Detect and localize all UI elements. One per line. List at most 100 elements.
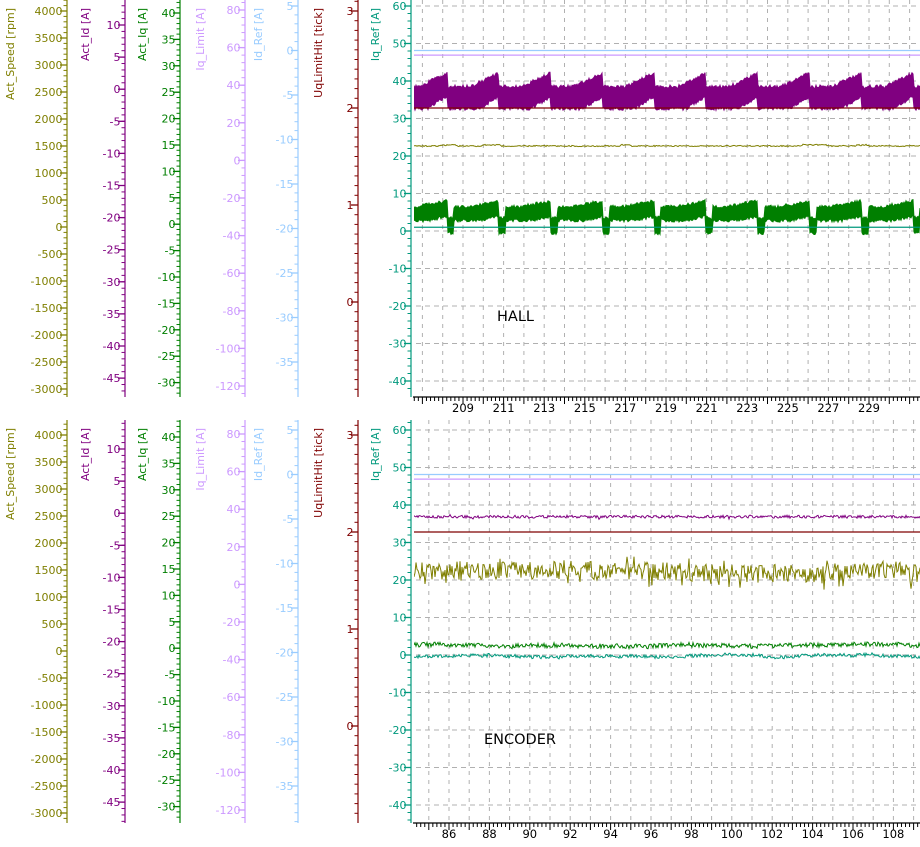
tick-label-Id_Ref: -10 <box>276 134 294 147</box>
tick-label-Act_Id: -10 <box>103 147 121 160</box>
tick-label-Act_Iq: 0 <box>169 642 176 655</box>
tick-label-Act_Iq: -5 <box>165 245 176 258</box>
tick-label-Act_Id: 0 <box>114 83 121 96</box>
trace-Act_Iq <box>414 198 920 237</box>
tick-label-Act_Speed: -1000 <box>31 275 63 288</box>
tick-label-Iq_Limit: -60 <box>223 267 241 280</box>
panel-annotation: ENCODER <box>484 732 556 748</box>
trace-Act_Iq <box>414 640 920 651</box>
tick-label-Act_Id: -30 <box>103 276 121 289</box>
tick-label-Iq_Ref: 60 <box>393 0 407 13</box>
axis-title-Act_Speed: Act_Speed [rpm] <box>4 8 17 100</box>
tick-label-Act_Speed: 2000 <box>35 537 63 550</box>
x-tick-label: 92 <box>563 827 578 841</box>
tick-label-Act_Speed: 2500 <box>35 86 63 99</box>
x-tick-label: 229 <box>858 401 880 415</box>
tick-label-Act_Id: -45 <box>103 796 121 809</box>
tick-label-UqLimitHit: 1 <box>347 623 354 636</box>
tick-label-Act_Id: -5 <box>110 115 121 128</box>
tick-label-Act_Speed: 3000 <box>35 483 63 496</box>
tick-label-Act_Iq: 10 <box>162 165 176 178</box>
tick-label-Act_Speed: -3000 <box>31 807 63 820</box>
tick-label-Act_Id: -10 <box>103 571 121 584</box>
x-tick-label: 94 <box>603 827 618 841</box>
x-tick-label: 88 <box>482 827 497 841</box>
x-tick-label: 90 <box>522 827 537 841</box>
tick-label-Iq_Ref: 0 <box>400 649 407 662</box>
tick-label-Act_Speed: -1500 <box>31 726 63 739</box>
tick-label-Iq_Ref: 50 <box>393 462 407 475</box>
tick-label-Iq_Ref: -20 <box>389 300 407 313</box>
tick-label-Act_Iq: 40 <box>162 7 176 20</box>
tick-label-Id_Ref: -5 <box>283 89 294 102</box>
tick-label-Iq_Ref: 10 <box>393 612 407 625</box>
y-axis-Act_Iq: 40 35 30 25 20 15 10 5 0 -5 -10 -15 -20 -25 -30 Act_Iq … <box>136 420 181 823</box>
tick-label-UqLimitHit: 3 <box>347 429 354 442</box>
tick-label-Act_Id: -20 <box>103 212 121 225</box>
trace-Iq_Ref <box>414 651 920 660</box>
x-tick-label: 223 <box>736 401 758 415</box>
tick-label-Iq_Ref: 10 <box>393 188 407 201</box>
x-tick-label: 217 <box>614 401 636 415</box>
tick-label-Iq_Limit: -40 <box>223 230 241 243</box>
tick-label-Id_Ref: -10 <box>276 558 294 571</box>
tick-label-Act_Id: 5 <box>114 475 121 488</box>
tick-label-Act_Id: 0 <box>114 507 121 520</box>
axis-title-Iq_Ref: Iq_Ref [A] <box>369 8 382 61</box>
x-tick-label: 219 <box>655 401 677 415</box>
x-tick-label: 108 <box>882 827 904 841</box>
tick-label-Act_Iq: 25 <box>162 510 176 523</box>
axis-title-Iq_Limit: Iq_Limit [A] <box>194 8 207 71</box>
x-tick-label: 102 <box>761 827 783 841</box>
y-axis-Act_Id: 10 5 0 -5 -10 -15 -20 -25 -30 -35 -40 -45 Act_Id [A] <box>79 0 126 397</box>
tick-label-Act_Speed: 4000 <box>35 429 63 442</box>
tick-label-Act_Id: -15 <box>103 180 121 193</box>
tick-label-Act_Id: -45 <box>103 372 121 385</box>
tick-label-Act_Speed: -2000 <box>31 753 63 766</box>
tick-label-Iq_Limit: 0 <box>234 578 241 591</box>
tick-label-Iq_Limit: -60 <box>223 691 241 704</box>
x-tick-label: 215 <box>574 401 596 415</box>
grid <box>416 0 920 396</box>
x-tick-label: 209 <box>452 401 474 415</box>
tick-label-Act_Speed: 1500 <box>35 564 63 577</box>
axis-title-Act_Iq: Act_Iq [A] <box>136 428 149 481</box>
trace-Act_Speed <box>414 143 920 148</box>
tick-label-Act_Id: -40 <box>103 764 121 777</box>
tick-label-Act_Iq: -15 <box>158 297 176 310</box>
tick-label-Act_Iq: 30 <box>162 484 176 497</box>
tick-label-Act_Iq: -15 <box>158 721 176 734</box>
y-axis-Iq_Ref: 60 50 40 30 20 10 0 -10 -20 -30 -40 Iq_Ref [A] <box>369 420 412 823</box>
tick-label-Act_Speed: 3500 <box>35 456 63 469</box>
axis-title-Act_Iq: Act_Iq [A] <box>136 8 149 61</box>
axis-title-Act_Speed: Act_Speed [rpm] <box>4 428 17 520</box>
tick-label-Act_Iq: -30 <box>158 377 176 390</box>
tick-label-Iq_Ref: 30 <box>393 113 407 126</box>
tick-label-UqLimitHit: 1 <box>347 199 354 212</box>
tick-label-Act_Speed: -2500 <box>31 356 63 369</box>
tick-label-Iq_Limit: -80 <box>223 729 241 742</box>
tick-label-Act_Id: 10 <box>107 443 121 456</box>
tick-label-Act_Speed: 2500 <box>35 510 63 523</box>
y-axis-Iq_Ref: 60 50 40 30 20 10 0 -10 -20 -30 -40 Iq_Ref [A] <box>369 0 412 397</box>
tick-label-Iq_Limit: -100 <box>216 342 241 355</box>
tick-label-Act_Iq: 35 <box>162 33 176 46</box>
tick-label-Id_Ref: -15 <box>276 602 294 615</box>
chart-panel-hall: 40003500300025002000150010005000-500-100… <box>4 0 920 415</box>
x-tick-label: 98 <box>684 827 699 841</box>
tick-label-UqLimitHit: 0 <box>347 296 354 309</box>
trace-Act_Id <box>414 513 920 521</box>
tick-label-Act_Iq: 15 <box>162 563 176 576</box>
tick-label-Id_Ref: -30 <box>276 312 294 325</box>
tick-label-Iq_Ref: 40 <box>393 75 407 88</box>
tick-label-Act_Iq: 10 <box>162 589 176 602</box>
tick-label-Iq_Limit: -120 <box>216 380 241 393</box>
tick-label-Iq_Ref: -30 <box>389 338 407 351</box>
tick-label-UqLimitHit: 2 <box>347 102 354 115</box>
tick-label-Act_Id: -35 <box>103 732 121 745</box>
tick-label-Iq_Limit: 20 <box>227 117 241 130</box>
tick-label-Act_Speed: 500 <box>42 194 63 207</box>
y-axis-Id_Ref: 5 0 -5 -10 -15 -20 -25 -30 -35 Id_Ref [A] <box>252 420 299 823</box>
tick-label-Id_Ref: 5 <box>287 424 294 437</box>
